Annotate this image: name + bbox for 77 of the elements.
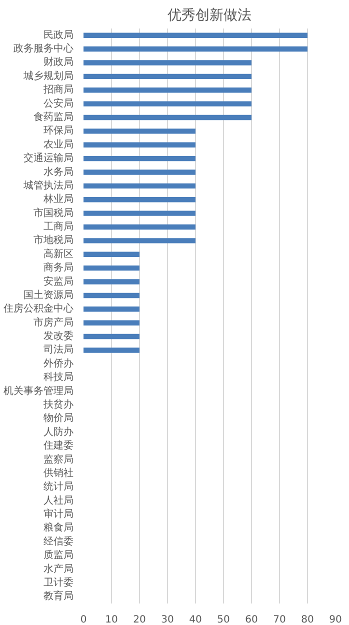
y-tick-label: 卫计委 xyxy=(44,576,74,588)
x-tick-label: 90 xyxy=(329,614,342,625)
bar xyxy=(84,156,196,162)
y-tick-label: 城管执法局 xyxy=(22,179,74,192)
y-tick-label: 住房公积金中心 xyxy=(4,302,74,315)
bar xyxy=(84,238,196,244)
bar xyxy=(84,252,140,257)
x-tick-label: 10 xyxy=(105,614,118,625)
bar xyxy=(84,32,308,38)
x-tick-label: 60 xyxy=(245,614,258,625)
bar xyxy=(84,46,308,52)
bar xyxy=(84,60,252,66)
y-tick-label: 市地税局 xyxy=(34,234,74,246)
x-tick-label: 40 xyxy=(189,614,202,625)
y-tick-label: 高新区 xyxy=(44,248,74,260)
bar xyxy=(84,306,140,312)
y-tick-label: 住建委 xyxy=(44,440,74,452)
y-tick-label: 水务局 xyxy=(44,166,74,178)
y-tick-label: 教育局 xyxy=(44,590,74,602)
x-tick-label: 80 xyxy=(301,614,314,625)
y-tick-label: 工商局 xyxy=(44,220,74,233)
bar xyxy=(84,224,196,230)
bar xyxy=(84,88,252,93)
bar xyxy=(84,348,140,353)
bar xyxy=(84,265,140,271)
y-tick-label: 发改委 xyxy=(44,330,74,342)
bar xyxy=(84,101,252,106)
x-tick-label: 0 xyxy=(80,614,87,625)
y-tick-label: 国土资源局 xyxy=(24,288,74,301)
y-tick-label: 农业局 xyxy=(44,138,74,150)
bar xyxy=(84,170,196,175)
y-tick-label: 审计局 xyxy=(44,508,74,520)
y-tick-label: 质监局 xyxy=(44,549,74,562)
y-tick-label: 物价局 xyxy=(44,412,74,424)
y-tick-label: 扶贫办 xyxy=(42,398,74,410)
y-tick-label: 科技局 xyxy=(44,371,74,384)
y-tick-label: 统计局 xyxy=(44,480,74,493)
bar xyxy=(84,142,196,148)
bar xyxy=(84,74,252,80)
bar xyxy=(84,292,140,298)
y-tick-label: 安监局 xyxy=(44,275,74,288)
y-tick-label: 财政局 xyxy=(44,56,74,68)
x-tick-label: 30 xyxy=(161,614,174,625)
x-tick-label: 70 xyxy=(273,614,286,625)
bar xyxy=(84,279,140,284)
y-tick-label: 交通运输局 xyxy=(24,152,74,164)
y-tick-label: 环保局 xyxy=(44,126,74,137)
bar xyxy=(84,128,196,134)
bar xyxy=(84,334,140,340)
y-tick-label: 商务局 xyxy=(44,262,74,274)
y-tick-label: 市国税局 xyxy=(34,206,74,219)
bar xyxy=(84,197,196,202)
y-tick-label: 政务服务中心 xyxy=(14,42,74,55)
y-tick-label: 食药监局 xyxy=(34,110,74,123)
x-tick-label: 20 xyxy=(133,614,146,625)
y-tick-label: 市房产局 xyxy=(34,316,74,328)
y-tick-label: 供销社 xyxy=(44,466,74,479)
y-tick-label: 机关事务管理局 xyxy=(4,384,74,397)
y-tick-label: 外侨办 xyxy=(44,357,74,370)
y-tick-label: 经信委 xyxy=(44,535,74,548)
x-tick-label: 50 xyxy=(217,614,230,625)
y-tick-label: 司法局 xyxy=(44,344,74,356)
y-tick-label: 林业局 xyxy=(42,193,74,206)
y-tick-label: 监察局 xyxy=(44,453,74,466)
chart-title: 优秀创新做法 xyxy=(168,8,252,24)
y-tick-label: 招商局 xyxy=(42,84,74,96)
y-tick-label: 人社局 xyxy=(44,494,74,506)
y-tick-label: 公安局 xyxy=(44,97,74,110)
bar xyxy=(84,320,140,326)
bar xyxy=(84,114,252,120)
bar xyxy=(84,210,196,216)
y-tick-label: 水产局 xyxy=(44,562,74,575)
y-tick-label: 人防办 xyxy=(44,426,74,438)
y-tick-label: 民政局 xyxy=(44,30,74,41)
y-tick-label: 粮食局 xyxy=(44,522,74,534)
bar xyxy=(84,183,196,189)
y-tick-label: 城乡规划局 xyxy=(22,70,74,82)
